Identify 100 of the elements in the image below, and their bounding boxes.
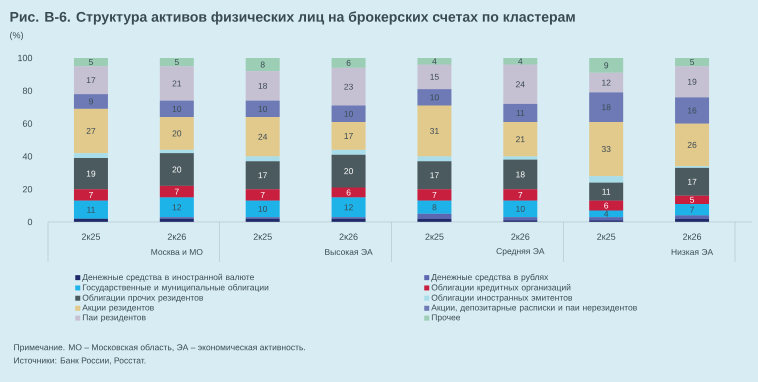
bar: [332, 150, 366, 155]
data-label: 27: [86, 128, 96, 134]
bar: [246, 58, 280, 72]
bar: [74, 158, 108, 190]
bar: [675, 215, 710, 219]
y-tick-label: 80: [22, 88, 32, 94]
bar: [332, 122, 366, 150]
bar: [589, 58, 624, 73]
text: Средняя ЭА: [496, 248, 544, 256]
y-tick-label: 0: [28, 218, 32, 226]
bar: [160, 218, 194, 222]
bar: [417, 218, 452, 222]
data-label: 18: [516, 171, 525, 178]
y-axis-title: (%): [10, 32, 23, 40]
text: Низкая ЭА: [672, 248, 714, 255]
bar: [589, 217, 624, 220]
data-label: 7: [89, 192, 93, 198]
bar: [246, 100, 280, 118]
bar: [160, 186, 194, 198]
data-label: 6: [604, 202, 608, 209]
bar: [332, 154, 366, 188]
x-tick-label: 2к25: [425, 234, 444, 240]
bar: [589, 122, 624, 176]
bar: [589, 210, 624, 218]
text: Примечание. МО – Московская область, ЭА – экономическая активность.: [14, 344, 305, 352]
bar: [675, 218, 710, 222]
data-label: 5: [174, 59, 179, 66]
bar: [160, 197, 194, 218]
bar: [160, 153, 194, 186]
data-label: 8: [432, 204, 436, 210]
data-label: 4: [518, 58, 522, 64]
data-label: 15: [430, 74, 439, 80]
x-tick-label: 2к25: [597, 234, 616, 240]
data-label: 6: [346, 189, 351, 196]
text: Источники: Банк России, Росстат.: [14, 358, 146, 364]
bar: [246, 218, 280, 222]
data-label: 20: [172, 130, 182, 136]
data-label: 7: [432, 192, 436, 198]
data-label: 17: [344, 132, 353, 139]
data-label: 17: [688, 178, 696, 185]
legend-label: Прочее: [432, 314, 460, 322]
bar: [675, 58, 710, 66]
bar: [74, 108, 108, 154]
y-tick-label: 40: [22, 153, 32, 160]
bar: [246, 117, 280, 156]
data-label: 20: [344, 168, 353, 174]
legend-label: Денежные средства в иностранной валюте: [82, 274, 254, 282]
data-label: 10: [516, 206, 525, 212]
data-label: 7: [260, 192, 265, 198]
bar: [332, 218, 366, 222]
bar: [332, 106, 366, 122]
data-label: 10: [258, 206, 268, 212]
bar: [417, 200, 452, 214]
data-label: 21: [516, 136, 525, 142]
data-label: 19: [688, 78, 696, 85]
data-label: 6: [346, 60, 351, 66]
legend-label: Денежные средства в рублях: [431, 274, 548, 282]
x-tick-label: 2к26: [168, 234, 186, 240]
bar: [332, 58, 366, 68]
bar: [675, 204, 710, 216]
bar: [589, 92, 624, 122]
bar: [417, 156, 452, 162]
data-label: 16: [688, 107, 696, 114]
data-label: 4: [432, 58, 437, 64]
bar: [503, 58, 538, 65]
data-label: 12: [172, 204, 182, 210]
chart-title: Рис. В-6. Структура активов физических лиц на брокерских счетах по кластерам: [10, 11, 575, 25]
data-label: 23: [344, 84, 353, 90]
data-label: 26: [688, 142, 696, 148]
legend-label: Облигации иностранных эмитентов: [432, 294, 572, 302]
bar: [503, 64, 538, 104]
data-label: 19: [86, 170, 96, 177]
bar: [675, 66, 710, 98]
bar: [246, 156, 280, 162]
data-label: 11: [87, 206, 95, 213]
data-label: 9: [604, 62, 608, 68]
bar: [417, 214, 452, 219]
x-tick-label: 2к26: [511, 234, 530, 240]
bar: [503, 217, 538, 220]
bar: [675, 97, 710, 124]
bar: [417, 161, 452, 190]
legend-label: Паи резидентов: [82, 314, 146, 322]
bar: [160, 58, 194, 66]
data-label: 5: [88, 59, 93, 66]
bar: [589, 72, 624, 92]
bar: [417, 64, 452, 90]
data-label: 5: [690, 196, 694, 203]
data-label: 18: [258, 82, 268, 89]
bar: [246, 200, 280, 218]
bar: [74, 66, 108, 94]
text: Высокая ЭА: [325, 248, 373, 255]
data-label: 5: [690, 59, 694, 66]
bar: [503, 104, 538, 122]
bar: [160, 100, 194, 118]
x-tick-label: 2к26: [340, 234, 358, 240]
bar: [675, 124, 710, 166]
data-label: 12: [602, 80, 610, 86]
bar: [675, 168, 710, 196]
bar: [503, 189, 538, 201]
legend-label: Акции резидентов: [82, 304, 154, 312]
